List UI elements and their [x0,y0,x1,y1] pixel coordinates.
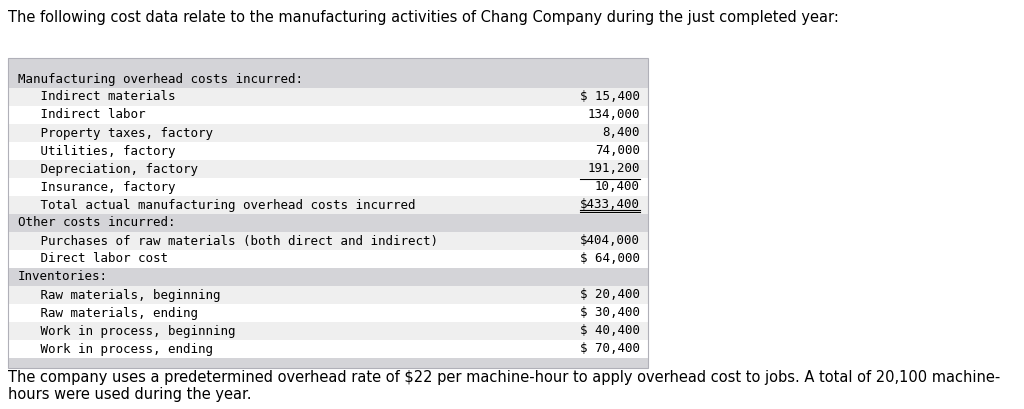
Text: Manufacturing overhead costs incurred:: Manufacturing overhead costs incurred: [18,72,303,85]
Text: $404,000: $404,000 [580,234,640,247]
Text: Raw materials, ending: Raw materials, ending [18,306,198,319]
Bar [8,124,648,142]
Text: Insurance, factory: Insurance, factory [18,180,175,193]
Bar [8,358,648,368]
Text: $433,400: $433,400 [580,198,640,211]
Text: $ 20,400: $ 20,400 [580,288,640,301]
Text: Indirect materials: Indirect materials [18,90,175,103]
Text: Depreciation, factory: Depreciation, factory [18,162,198,175]
Text: 10,400: 10,400 [595,180,640,193]
Bar [8,232,648,250]
Bar [8,268,648,286]
Text: 191,200: 191,200 [588,162,640,175]
Text: Inventories:: Inventories: [18,270,108,283]
Bar [8,88,648,106]
Text: $ 64,000: $ 64,000 [580,252,640,265]
Text: Utilities, factory: Utilities, factory [18,144,175,157]
Bar [8,286,648,304]
Bar [8,340,648,358]
Bar [8,160,648,178]
Text: Purchases of raw materials (both direct and indirect): Purchases of raw materials (both direct … [18,234,438,247]
Text: $ 30,400: $ 30,400 [580,306,640,319]
Text: The company uses a predetermined overhead rate of $22 per machine-hour to apply : The company uses a predetermined overhea… [8,370,1000,402]
Bar [8,250,648,268]
Bar [8,70,648,88]
Bar [8,214,648,232]
Text: 8,400: 8,400 [602,126,640,139]
Text: Indirect labor: Indirect labor [18,108,145,121]
Bar [8,304,648,322]
Text: Property taxes, factory: Property taxes, factory [18,126,213,139]
Bar [8,106,648,124]
Bar [8,178,648,196]
Bar [8,142,648,160]
Text: Work in process, beginning: Work in process, beginning [18,324,236,337]
Text: Total actual manufacturing overhead costs incurred: Total actual manufacturing overhead cost… [18,198,416,211]
Bar [8,322,648,340]
Text: Raw materials, beginning: Raw materials, beginning [18,288,220,301]
Text: The following cost data relate to the manufacturing activities of Chang Company : The following cost data relate to the ma… [8,10,839,25]
Text: 134,000: 134,000 [588,108,640,121]
Text: $ 70,400: $ 70,400 [580,342,640,355]
Bar [8,58,648,368]
Text: Work in process, ending: Work in process, ending [18,342,213,355]
Text: Other costs incurred:: Other costs incurred: [18,216,175,229]
Text: 74,000: 74,000 [595,144,640,157]
Bar [8,196,648,214]
Text: $ 15,400: $ 15,400 [580,90,640,103]
Bar [8,58,648,70]
Text: Direct labor cost: Direct labor cost [18,252,168,265]
Text: $ 40,400: $ 40,400 [580,324,640,337]
